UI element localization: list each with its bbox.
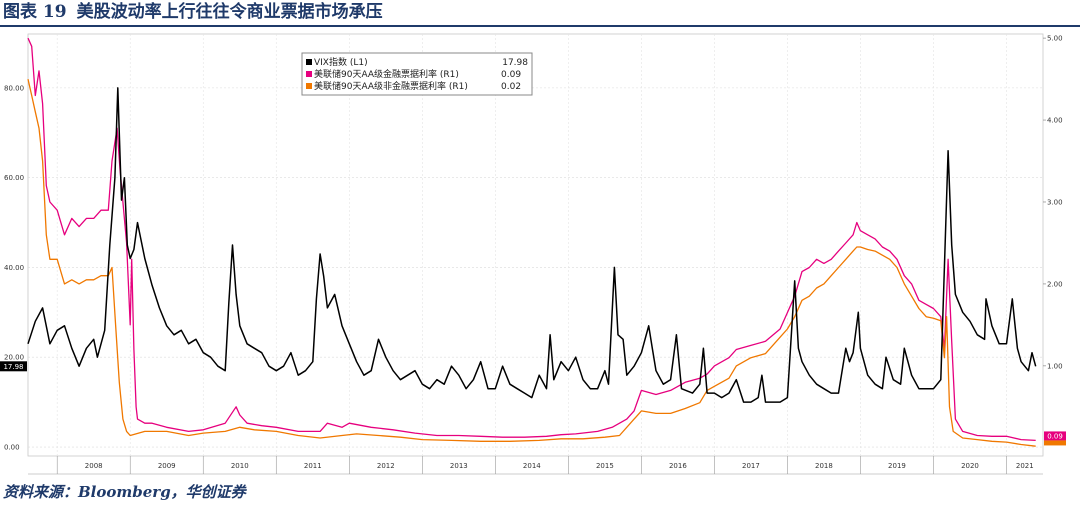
x-tick-label: 2018 [815,462,833,470]
legend-swatch-nonfinancial [306,83,312,89]
source-note: 资料来源：Bloomberg，华创证券 [3,483,246,501]
y-left-tick-label: 40.00 [4,264,24,272]
y-right-tick-label: 3.00 [1047,198,1063,206]
x-tick-label: 2013 [450,462,468,470]
x-tick-label: 2009 [158,462,176,470]
legend-label-financial: 美联储90天AA级金融票据利率 (R1) [314,68,459,80]
y-right-tick-label: 5.00 [1047,35,1063,43]
x-tick-label: 2015 [596,462,614,470]
series-layer [27,37,1037,447]
x-tick-label: 2017 [742,462,760,470]
nonfinancial-last-value-marker [1044,440,1066,446]
plot-area [27,33,1044,457]
chart: 0.00 20.00 40.00 60.00 80.00 1.00 2.00 3.00 4.00… [0,28,1080,480]
vix-last-value-text: 17.98 [3,363,23,371]
legend-label-nonfinancial: 美联储90天AA级非金融票据利率 (R1) [314,80,468,92]
legend-value-financial: 0.09 [501,70,521,80]
grid [28,34,1043,456]
series-line-2 [27,78,1036,447]
legend-value-nonfinancial: 0.02 [501,82,521,92]
y-left-tick-label: 80.00 [4,84,24,92]
y-left-tick-label: 0.00 [4,444,20,452]
legend: VIX指数 (L1) 17.98 美联储90天AA级金融票据利率 (R1) 0.… [301,52,533,96]
x-tick-label: 2021 [1016,462,1034,470]
financial-last-value-badge [1044,431,1066,441]
x-tick-label: 2014 [523,462,541,470]
vix-last-value-badge [0,361,27,372]
legend-box [301,52,533,96]
legend-swatch-financial [306,71,312,77]
y-left-tick-label: 60.00 [4,174,24,182]
x-tick-label: 2011 [304,462,322,470]
last-value-badges: 17.98 0.09 [0,361,1066,446]
financial-last-value-text: 0.09 [1047,432,1063,440]
y-right-tick-label: 1.00 [1047,362,1063,370]
y-left-tick-label: 20.00 [4,354,24,362]
series-line-1 [27,37,1036,442]
series-line-0 [27,87,1037,403]
figure-title: 图表 19 美股波动率上行往往令商业票据市场承压 [0,0,1080,27]
figure-label: 图表 19 [3,2,67,22]
x-tick-label: 2020 [961,462,979,470]
x-tick-label: 2019 [888,462,906,470]
legend-swatch-vix [306,59,312,65]
legend-label-vix: VIX指数 (L1) [314,56,368,68]
x-tick-label: 2012 [377,462,395,470]
y-right-tick-label: 4.00 [1047,117,1063,125]
x-tick-label: 2016 [669,462,687,470]
x-tick-label: 2010 [231,462,249,470]
figure-title-text: 美股波动率上行往往令商业票据市场承压 [76,2,383,22]
legend-value-vix: 17.98 [502,58,528,68]
x-tick-label: 2008 [85,462,103,470]
y-right-tick-label: 2.00 [1047,280,1063,288]
axes: 0.00 20.00 40.00 60.00 80.00 1.00 2.00 3.00 4.00… [4,35,1063,475]
